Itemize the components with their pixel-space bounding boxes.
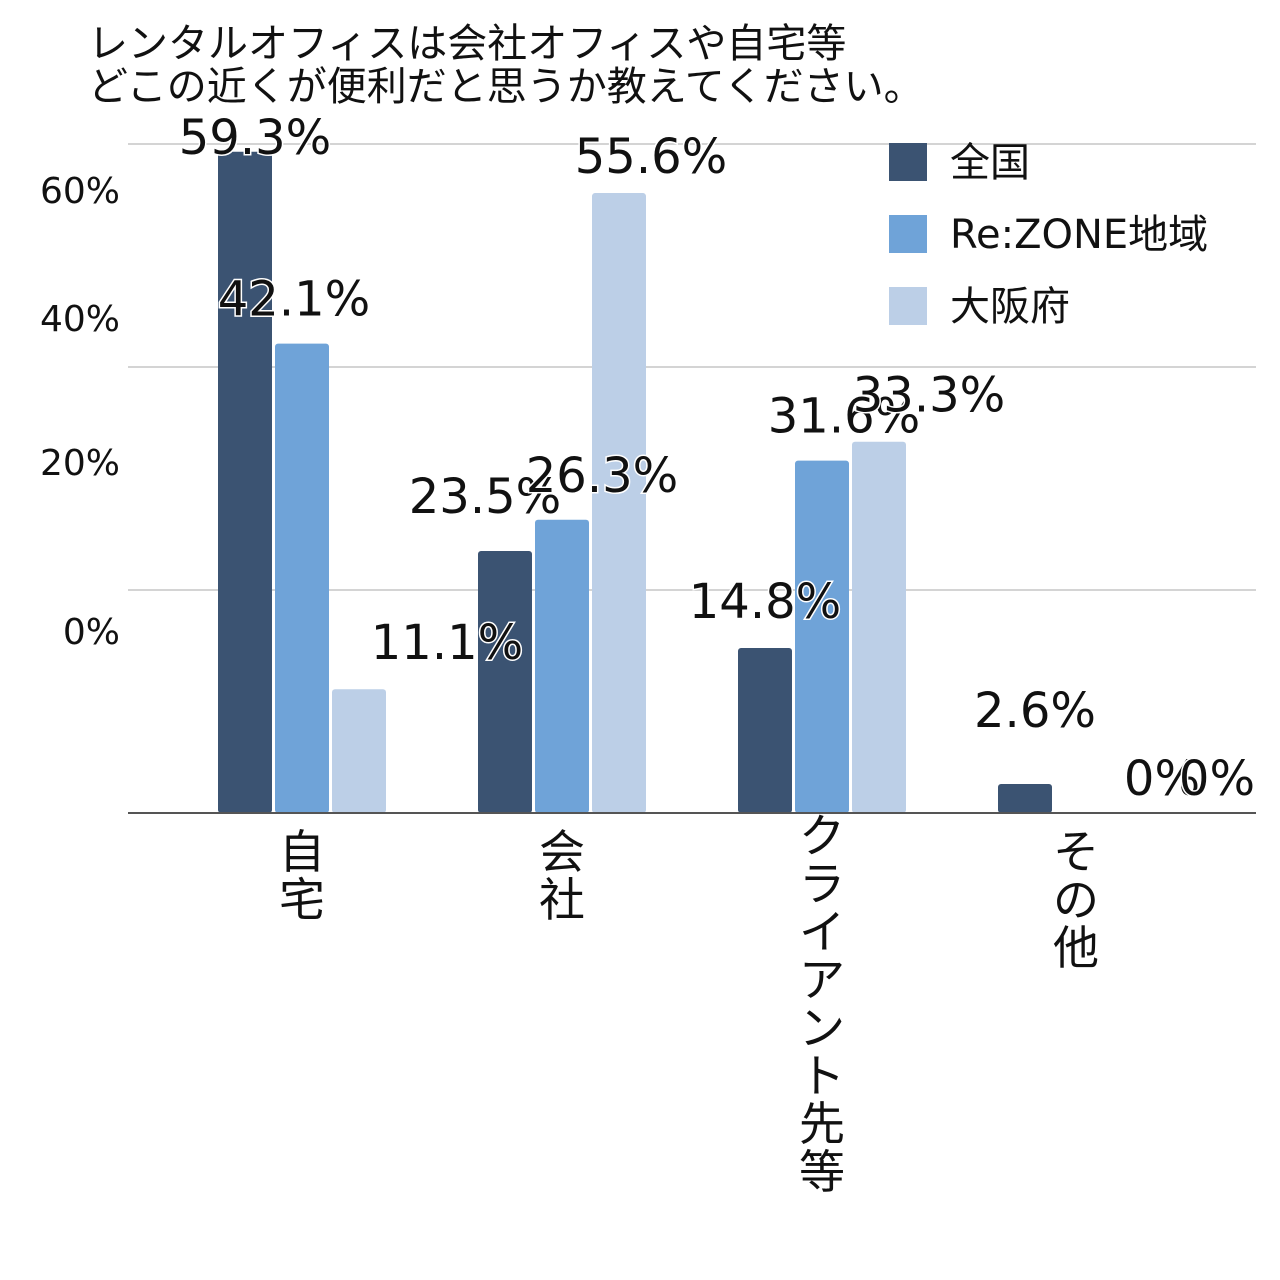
y-axis-ticks: 0% 20% 40% 60%	[40, 171, 120, 653]
y-tick-label: 20%	[40, 443, 120, 484]
data-label: 0%	[1179, 751, 1255, 807]
data-label: 14.8%	[689, 574, 841, 630]
data-labels: 59.3% 23.5% 14.8% 2.6% 42.1% 26.3% 31.6% 0% 11.1…	[177, 108, 1256, 808]
data-label: 55.6%	[575, 129, 727, 185]
chart-title-line: レンタルオフィスは会社オフィスや自宅等	[88, 21, 846, 67]
y-tick-label: 60%	[40, 171, 120, 212]
legend-swatch	[889, 143, 927, 181]
bar	[332, 689, 386, 813]
category-label-char: ラ	[799, 857, 845, 911]
bar	[592, 193, 646, 813]
category-label: 自宅	[279, 825, 325, 927]
category-label-char: ン	[799, 1001, 845, 1055]
data-label: 11.1%	[371, 615, 523, 671]
category-label-char: イ	[799, 905, 845, 959]
category-label-char: 等	[799, 1145, 845, 1199]
category-label-char: 社	[539, 873, 585, 927]
legend-label: Re:ZONE地域	[950, 212, 1208, 258]
category-label-char: 自	[279, 825, 325, 879]
legend-label: 全国	[950, 140, 1030, 186]
data-label: 0%	[1124, 751, 1200, 807]
bar	[275, 343, 329, 813]
legend-swatch	[889, 215, 927, 253]
category-label: 会社	[539, 825, 585, 927]
category-label-char: の	[1053, 873, 1099, 927]
data-label: 26.3%	[526, 448, 678, 504]
legend-swatch	[889, 287, 927, 325]
category-label-char: 他	[1053, 921, 1099, 975]
chart-title-line: どこの近くが便利だと思うか教えてください。	[88, 64, 924, 110]
bar	[998, 784, 1052, 813]
bar	[852, 441, 906, 813]
category-label-char: 宅	[279, 873, 325, 927]
bar	[535, 519, 589, 813]
bar	[795, 460, 849, 813]
data-label: 59.3%	[179, 110, 331, 166]
category-label-char: ア	[799, 953, 845, 1007]
category-label-char: 会	[539, 825, 585, 879]
bar	[478, 550, 532, 813]
data-label: 42.1%	[218, 272, 370, 328]
data-label: 31.6%	[768, 389, 920, 445]
category-label-char: ク	[799, 809, 845, 863]
category-label-char: ト	[799, 1049, 845, 1103]
y-tick-label: 0%	[63, 612, 120, 653]
bar	[738, 647, 792, 813]
category-label: その他	[1053, 825, 1099, 975]
data-label: 33.3%	[853, 368, 1005, 424]
legend-label: 大阪府	[950, 284, 1070, 330]
bar	[218, 151, 272, 813]
data-label: 2.6%	[974, 683, 1096, 739]
category-label-char: そ	[1053, 825, 1099, 879]
bars	[218, 151, 1052, 813]
data-label: 23.5%	[409, 469, 561, 525]
y-tick-label: 40%	[40, 299, 120, 340]
category-label-char: 先	[799, 1097, 845, 1151]
